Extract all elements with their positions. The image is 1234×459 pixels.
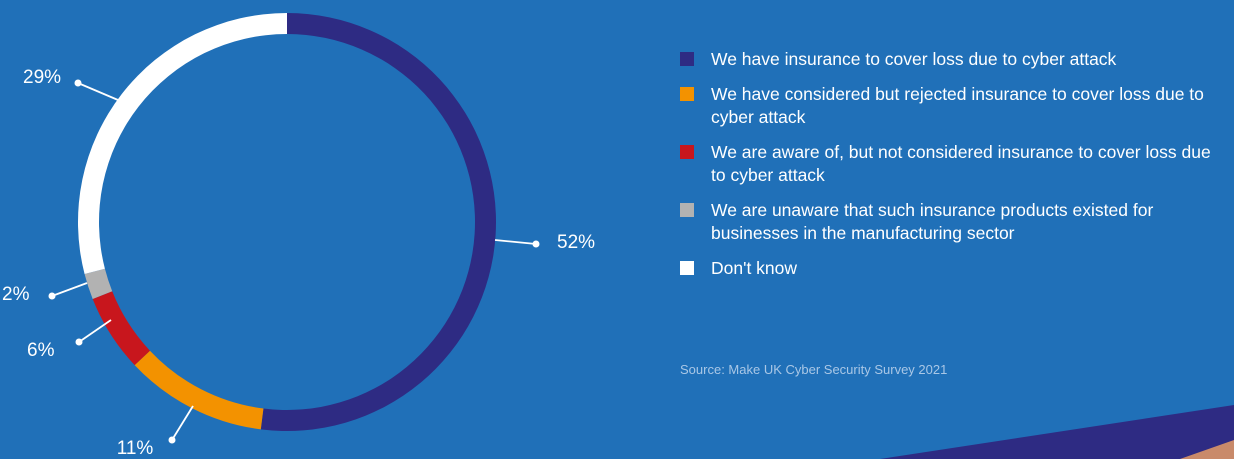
leader-line [171,405,194,441]
slices-layer [77,13,496,431]
source-note: Source: Make UK Cyber Security Survey 20… [680,362,948,377]
donut-slice [134,350,264,430]
legend-swatch [680,87,694,101]
value-labels: 52% 11% 6% 2% 29% [2,67,595,459]
decor-band [880,405,1234,459]
legend-item: We are unaware that such insurance produ… [680,199,1230,245]
legend-label: We are aware of, but not considered insu… [711,142,1211,185]
legend-swatch [680,203,694,217]
legend-swatch [680,261,694,275]
leader-line [78,319,112,343]
value-label: 11% [117,438,154,459]
legend-item: We are aware of, but not considered insu… [680,141,1230,187]
legend-swatch [680,145,694,159]
leader-dot [74,79,82,87]
legend-label: We have considered but rejected insuranc… [711,84,1204,127]
value-label: 29% [23,67,61,88]
value-label: 6% [27,340,55,361]
leader-line [494,239,537,245]
legend-item: We have insurance to cover loss due to c… [680,48,1230,71]
legend-label: We are unaware that such insurance produ… [711,200,1154,243]
donut-slice [92,291,150,366]
value-label: 52% [557,232,595,253]
leader-dot [48,292,56,300]
legend-item: Don't know [680,257,1230,280]
legend-swatch [680,52,694,66]
leader-line [77,82,119,101]
legend: We have insurance to cover loss due to c… [680,48,1230,292]
leader-dot [168,436,176,444]
leader-dot [75,338,83,346]
donut-slice [84,268,113,299]
donut-slice [77,13,287,274]
leader-dot [532,240,540,248]
leader-lines [48,79,540,444]
value-label: 2% [2,284,30,305]
legend-label: Don't know [711,258,798,278]
legend-item: We have considered but rejected insuranc… [680,83,1230,129]
leader-line [51,282,88,297]
legend-label: We have insurance to cover loss due to c… [711,49,1117,69]
donut-slice [260,13,496,431]
decor-band-highlight [1180,440,1234,459]
